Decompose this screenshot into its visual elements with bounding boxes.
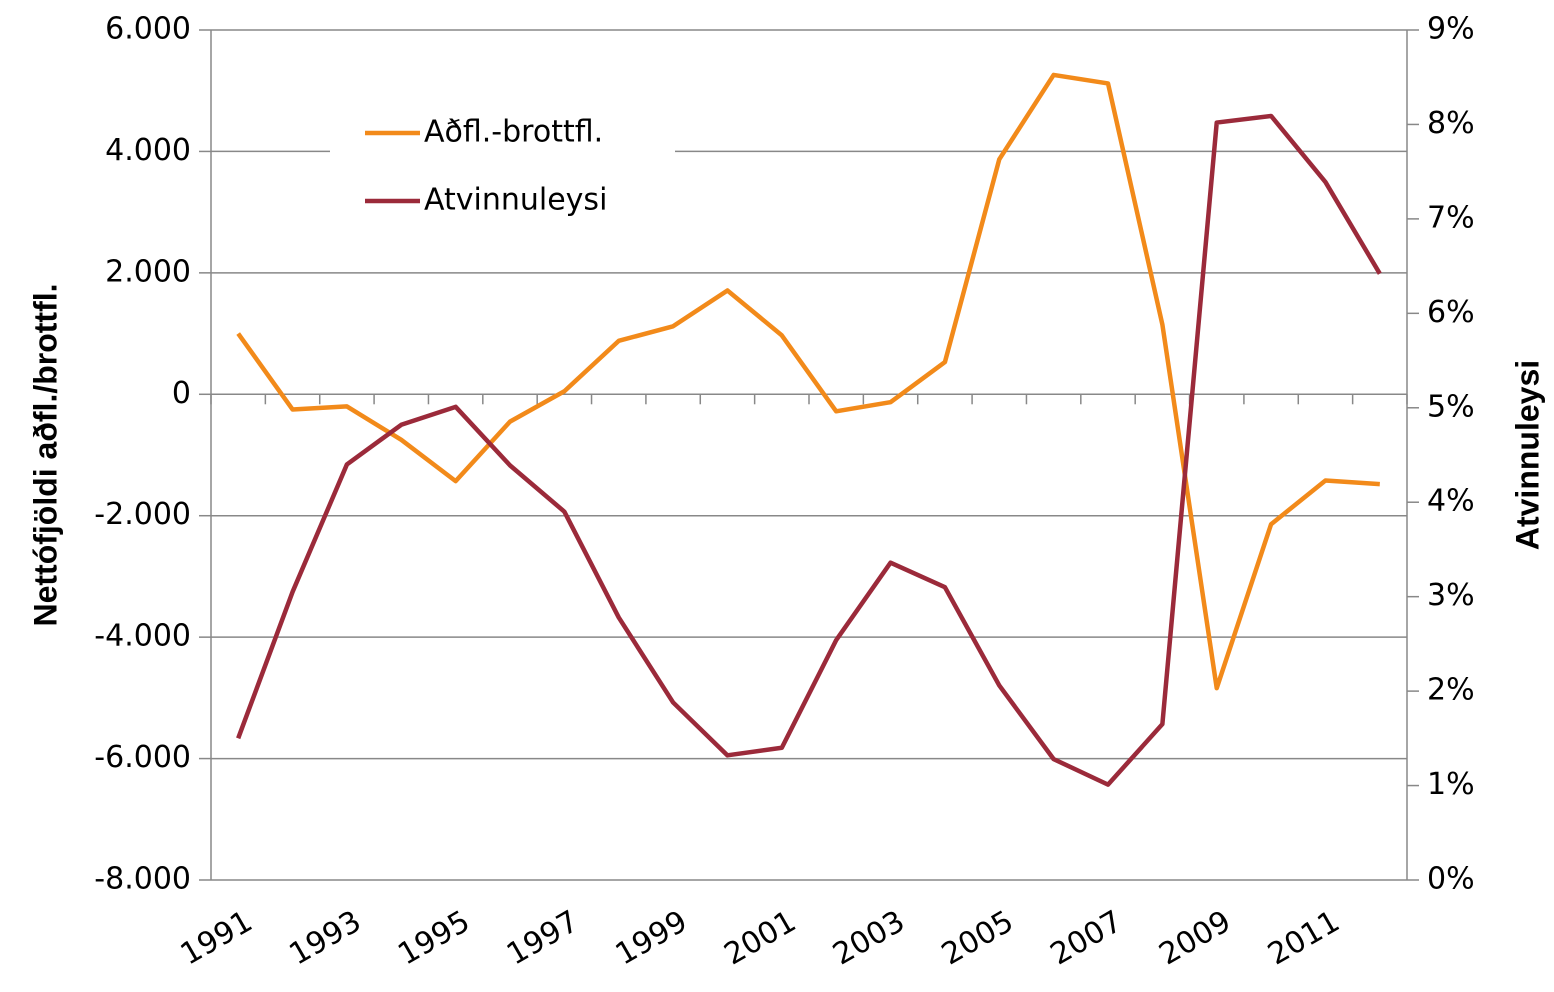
x-tick-label: 2003 bbox=[827, 904, 911, 972]
y2-tick-label: 5% bbox=[1427, 389, 1475, 424]
legend-label: Aðfl.-brottfl. bbox=[424, 115, 603, 150]
y2-tick-label: 2% bbox=[1427, 673, 1475, 708]
y2-tick-label: 6% bbox=[1427, 295, 1475, 330]
x-tick-label: 1997 bbox=[501, 904, 585, 972]
y2-tick-label: 8% bbox=[1427, 106, 1475, 141]
y-tick-label: 6.000 bbox=[105, 12, 191, 47]
y2-tick-label: 9% bbox=[1427, 12, 1475, 47]
y-tick-label: 0 bbox=[172, 376, 191, 411]
y2-axis-title: Atvinnuleysi bbox=[1509, 360, 1545, 550]
y-tick-label: 2.000 bbox=[105, 254, 191, 289]
series-line bbox=[236, 72, 1380, 691]
x-tick-label: 1993 bbox=[284, 904, 368, 972]
x-tick-label: 2009 bbox=[1153, 904, 1237, 972]
y2-tick-label: 0% bbox=[1427, 862, 1475, 897]
x-tick-label: 2001 bbox=[718, 904, 802, 972]
x-tick-label: 2007 bbox=[1045, 904, 1129, 972]
y-tick-label: 4.000 bbox=[105, 133, 191, 168]
y-tick-label: -4.000 bbox=[94, 619, 191, 654]
legend-box bbox=[330, 100, 675, 230]
y-axis-title: Nettófjöldi aðfl./brottfl. bbox=[27, 283, 63, 626]
series-line bbox=[236, 113, 1382, 787]
x-tick-label: 1991 bbox=[175, 904, 259, 972]
y2-tick-label: 3% bbox=[1427, 578, 1475, 613]
legend-label: Atvinnuleysi bbox=[424, 183, 607, 218]
y2-tick-label: 7% bbox=[1427, 200, 1475, 235]
x-tick-label: 1995 bbox=[392, 904, 476, 972]
x-tick-label: 2005 bbox=[936, 904, 1020, 972]
x-tick-label: 1999 bbox=[610, 904, 694, 972]
x-tick-label: 2011 bbox=[1262, 904, 1346, 972]
y-tick-label: -8.000 bbox=[94, 862, 191, 897]
y2-tick-label: 4% bbox=[1427, 484, 1475, 519]
y2-tick-label: 1% bbox=[1427, 767, 1475, 802]
y-tick-label: -6.000 bbox=[94, 740, 191, 775]
y-tick-label: -2.000 bbox=[94, 497, 191, 532]
